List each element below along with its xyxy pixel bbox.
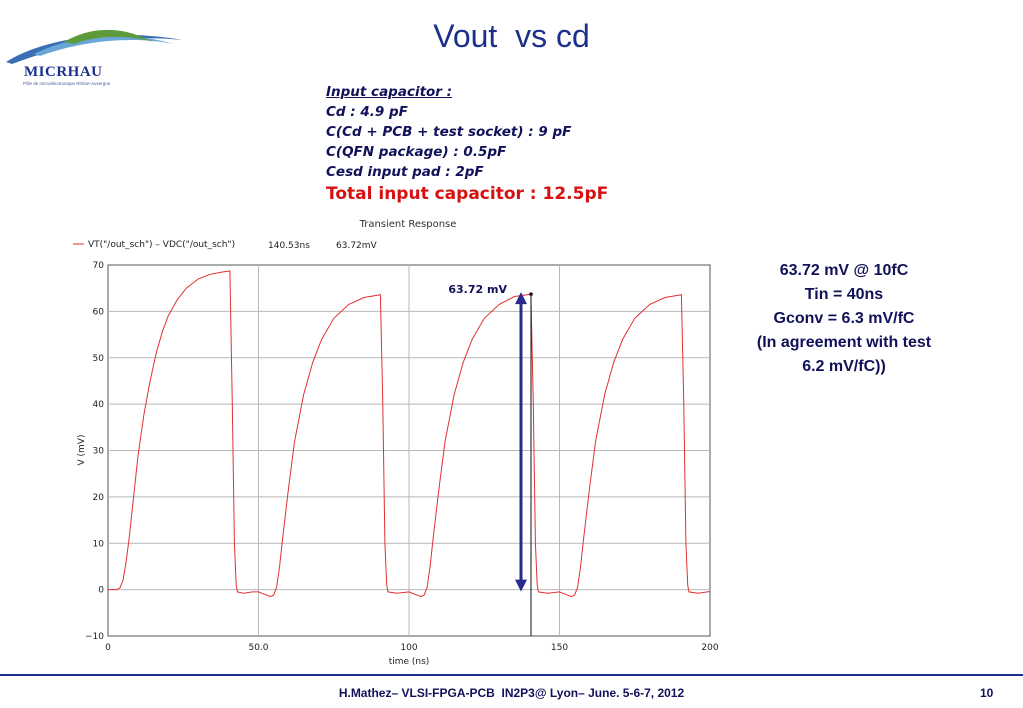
info-line: Cd : 4.9 pF bbox=[326, 104, 408, 120]
info-line: Cesd input pad : 2pF bbox=[326, 164, 484, 180]
legend-cursor-x: 140.53ns bbox=[268, 241, 310, 251]
amplitude-label: 63.72 mV bbox=[448, 283, 507, 296]
chart-legend: VT("/out_sch") – VDC("/out_sch") 140.53n… bbox=[73, 240, 378, 251]
result-line: Gconv = 6.3 mV/fC bbox=[773, 310, 915, 327]
y-tick-label: 60 bbox=[93, 307, 105, 317]
series-line bbox=[108, 270, 711, 598]
info-line: C(Cd + PCB + test socket) : 9 pF bbox=[326, 124, 572, 140]
x-tick-label: 0 bbox=[105, 643, 111, 653]
input-capacitor-info: Input capacitor : Cd : 4.9 pF C(Cd + PCB… bbox=[326, 82, 608, 206]
result-line: (In agreement with test bbox=[756, 334, 932, 351]
x-tick-label: 50.0 bbox=[248, 643, 268, 653]
amplitude-arrow-head-top bbox=[514, 292, 527, 305]
x-tick-label: 100 bbox=[400, 643, 417, 653]
y-tick-label: −10 bbox=[85, 632, 104, 642]
micrhau-logo: MICRHAU Pôle de microélectronique Rhône-… bbox=[4, 20, 189, 90]
y-gridlines bbox=[108, 310, 710, 591]
y-axis-label: V (mV) bbox=[77, 435, 87, 466]
result-line: 63.72 mV @ 10fC bbox=[779, 262, 909, 279]
info-heading: Input capacitor : bbox=[326, 84, 453, 100]
page-number: 10 bbox=[980, 686, 994, 700]
amplitude-arrow-head-bottom bbox=[514, 579, 527, 592]
slide-title: Vout vs cd bbox=[433, 18, 590, 54]
y-tick-label: 10 bbox=[93, 539, 105, 549]
x-tick-labels: 0 50.0 100 150 200 bbox=[105, 643, 719, 653]
y-tick-label: 0 bbox=[98, 586, 104, 596]
y-tick-label: 50 bbox=[93, 354, 105, 364]
logo-text: MICRHAU bbox=[24, 64, 103, 80]
info-total: Total input capacitor : 12.5pF bbox=[326, 184, 609, 204]
footer-divider bbox=[0, 674, 1023, 676]
result-line: Tin = 40ns bbox=[804, 286, 884, 303]
y-tick-labels: −10 0 10 20 30 40 50 60 70 bbox=[85, 261, 104, 642]
logo-subtitle: Pôle de microélectronique Rhône-Auvergne bbox=[23, 81, 111, 86]
info-line: C(QFN package) : 0.5pF bbox=[326, 144, 507, 160]
x-tick-label: 200 bbox=[701, 643, 718, 653]
logo-swoosh-icon bbox=[6, 29, 182, 64]
y-tick-label: 20 bbox=[93, 493, 105, 503]
cursor-point bbox=[529, 292, 533, 296]
legend-series-label: VT("/out_sch") – VDC("/out_sch") bbox=[88, 240, 235, 250]
result-line: 6.2 mV/fC)) bbox=[802, 358, 886, 375]
x-tick-label: 150 bbox=[551, 643, 568, 653]
x-axis-label: time (ns) bbox=[389, 657, 430, 667]
results-summary: 63.72 mV @ 10fC Tin = 40ns Gconv = 6.3 m… bbox=[726, 259, 962, 379]
legend-cursor-y: 63.72mV bbox=[336, 241, 378, 251]
footer-text: H.Mathez– VLSI-FPGA-PCB IN2P3@ Lyon– Jun… bbox=[338, 686, 685, 700]
y-tick-label: 70 bbox=[93, 261, 105, 271]
y-tick-label: 30 bbox=[93, 447, 105, 457]
y-tick-label: 40 bbox=[93, 400, 105, 410]
chart-title: Transient Response bbox=[359, 219, 457, 230]
